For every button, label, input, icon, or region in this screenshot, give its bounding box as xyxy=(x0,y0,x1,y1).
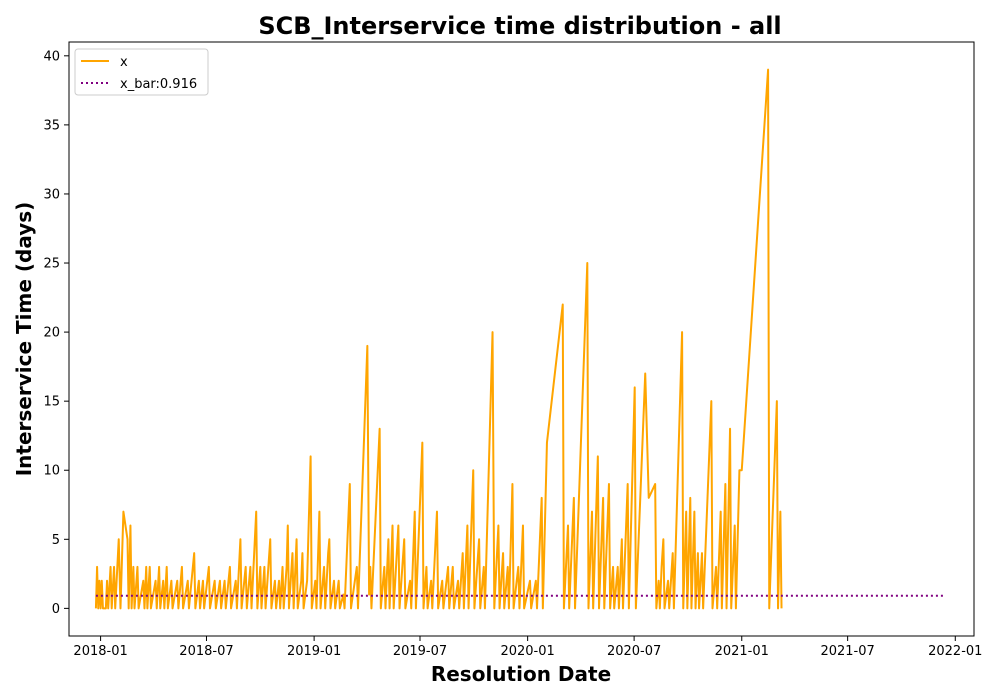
plot-area xyxy=(68,41,975,637)
x-tick-label-1: 2018-07 xyxy=(179,644,233,659)
y-tick-label-7: 35 xyxy=(43,118,60,133)
x-tick-label-5: 2020-07 xyxy=(607,644,661,659)
legend: x x_bar:0.916 xyxy=(74,48,209,96)
y-tick-label-0: 0 xyxy=(52,602,60,617)
x-axis-title: Resolution Date xyxy=(431,662,611,686)
y-tick-label-5: 25 xyxy=(43,257,60,272)
x-tick-label-2: 2019-01 xyxy=(287,644,341,659)
y-tick-label-4: 20 xyxy=(43,326,60,341)
legend-label-x: x xyxy=(120,55,128,70)
x-tick-label-3: 2019-07 xyxy=(393,644,447,659)
y-tick-label-1: 5 xyxy=(52,533,60,548)
y-axis-title: Interservice Time (days) xyxy=(12,202,36,477)
x-tick-label-7: 2021-07 xyxy=(820,644,874,659)
chart-title: SCB_Interservice time distribution - all xyxy=(258,12,781,40)
x-tick-label-6: 2021-01 xyxy=(715,644,769,659)
x-tick-label-4: 2020-01 xyxy=(500,644,554,659)
series-layer xyxy=(94,68,946,610)
legend-label-x-bar: x_bar:0.916 xyxy=(120,77,197,92)
x-tick-label-0: 2018-01 xyxy=(73,644,127,659)
y-tick-label-2: 10 xyxy=(43,464,60,479)
y-tick-label-6: 30 xyxy=(43,187,60,202)
y-axis-ticks: 0 5 10 15 20 25 30 35 40 xyxy=(43,49,69,617)
y-tick-label-3: 15 xyxy=(43,395,60,410)
x-tick-label-8: 2022-01 xyxy=(928,644,982,659)
series-line-0 xyxy=(94,68,783,610)
x-axis-ticks: 2018-01 2018-07 2019-01 2019-07 2020-01 2020-… xyxy=(73,636,982,659)
y-tick-label-8: 40 xyxy=(43,49,60,64)
